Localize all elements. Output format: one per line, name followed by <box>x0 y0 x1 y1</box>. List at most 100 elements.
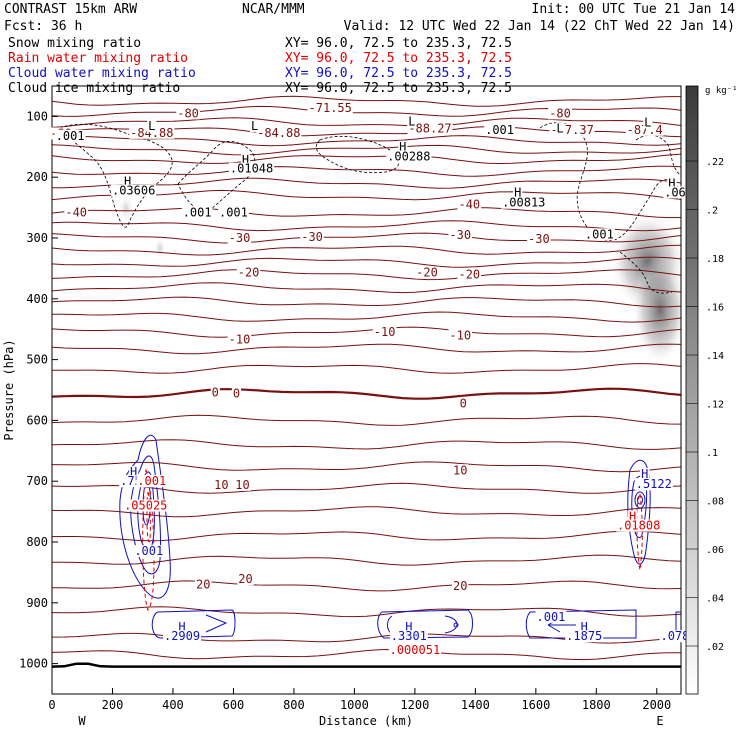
temperature-contour-line <box>52 296 681 308</box>
temp-label-9: -40 <box>65 205 87 219</box>
temp-label-bg-13 <box>448 228 473 241</box>
cloud-water-label-bg-9 <box>535 610 567 623</box>
field-xy-snow: XY= 96.0, 72.5 to 235.3, 72.5 <box>285 36 512 51</box>
cloud-water-label-0: H <box>130 465 137 479</box>
colorbar-gradient <box>685 85 699 695</box>
temp-label-28: 20 <box>238 572 252 586</box>
ice-label-bg-12 <box>583 228 615 241</box>
ice-label-bg-11 <box>501 196 547 209</box>
temperature-contour-line <box>52 220 681 232</box>
snow-ice-contour-labels: .001H.01048H.03606.001.001.001H.00288H.0… <box>54 114 687 241</box>
temp-label-bg-17 <box>457 268 482 281</box>
temperature-contour-line <box>52 189 681 201</box>
cloud-water-contours <box>119 434 681 639</box>
cw-west-3 <box>137 471 155 549</box>
cloud-water-label-bg-11 <box>565 630 604 643</box>
y-tick-label-0: 100 <box>26 109 48 123</box>
plot-frame <box>51 85 682 695</box>
y-tick-label-3: 400 <box>26 292 48 306</box>
rain-water-label-2: H <box>629 509 636 523</box>
ice-contour-mid <box>315 135 400 174</box>
temp-label-bg-9 <box>64 206 88 219</box>
temp-label-bg-3 <box>256 126 302 139</box>
ice-label-17: L <box>644 115 651 129</box>
temperature-contour-line <box>52 153 681 165</box>
x-tick-label-0: 0 <box>48 698 55 712</box>
colorbar-ticks: .02 .04 .06 .08 .1 .12 .14 .16 .18 .2 .22 <box>686 157 724 653</box>
cloud-water-label-8: .3301 <box>391 629 427 643</box>
cloud-water-contour-labels: H.7572.001H.5122H.2909H.3301.001H.1875.0… <box>119 465 691 643</box>
temperature-contour-labels: -80-80-84.88-84.88-71.55-88.27-80-87.37-… <box>49 101 664 593</box>
cloud-water-label-bg-2 <box>133 545 165 558</box>
temp-label-5: -88.27 <box>408 122 451 136</box>
ice-label-bg-18 <box>667 177 677 190</box>
temp-label-16: -20 <box>416 266 438 280</box>
x-tick-label-6: 1200 <box>400 698 429 712</box>
x-tick-label-1: 200 <box>102 698 124 712</box>
cloud-water-label-3: H <box>641 467 648 481</box>
temp-label-0: -80 <box>177 106 199 120</box>
temp-label-bg-6 <box>548 107 572 120</box>
ice-label-7: .001 <box>485 123 514 137</box>
colorbar-tick-label-4: .1 <box>706 448 718 459</box>
x-tick-label-4: 800 <box>283 698 305 712</box>
cw-low-1 <box>151 609 236 639</box>
field-name-cloud-ice: Cloud ice mixing ratio <box>8 81 180 96</box>
temp-label-bg-20 <box>448 329 473 342</box>
temperature-contour-line <box>52 311 681 323</box>
temp-label-20: -10 <box>449 328 471 342</box>
ice-label-bg-5 <box>181 206 213 219</box>
temp-label-12: -30 <box>301 230 323 244</box>
temperature-contour-line <box>52 648 681 661</box>
temp-label-18: -10 <box>229 333 251 347</box>
temp-label-bg-28 <box>237 573 254 586</box>
cloud-water-label-6: .2909 <box>164 629 200 643</box>
temp-label-bg-15 <box>236 266 261 279</box>
ice-label-bg-10 <box>513 186 523 199</box>
colorbar-tick-label-3: .08 <box>706 497 724 508</box>
temp-label-bg-25 <box>234 478 251 491</box>
temp-label-bg-24 <box>213 478 230 491</box>
y-tick-label-4: 500 <box>26 353 48 367</box>
temp-label-bg-2 <box>129 126 175 139</box>
x-end-label-east: E <box>656 714 663 728</box>
temp-label-4: -71.55 <box>309 101 352 115</box>
temp-label-22: 0 <box>233 387 240 401</box>
colorbar-unit: g kg⁻¹ <box>705 86 738 96</box>
temperature-contour-line <box>52 95 681 107</box>
rain-water-label-bg-4 <box>388 644 442 657</box>
temp-label-bg-23 <box>458 397 468 410</box>
temp-label-bg-10 <box>457 198 482 211</box>
colorbar-tick-label-7: .16 <box>706 303 724 314</box>
init-time: Init: 00 UTC Tue 21 Jan 14 <box>532 2 736 17</box>
temperature-contour-line <box>52 135 681 147</box>
ice-label-bg-3 <box>123 175 133 188</box>
cloud-water-label-bg-3 <box>640 467 650 480</box>
temp-label-19: -10 <box>374 325 396 339</box>
y-tick-label-8: 900 <box>26 596 48 610</box>
ice-label-bg-13 <box>147 120 157 133</box>
ice-label-bg-2 <box>228 162 275 175</box>
field-xy-cloud-ice: XY= 96.0, 72.5 to 235.3, 72.5 <box>285 81 512 96</box>
temp-label-bg-5 <box>407 122 453 135</box>
temp-label-3: -84.88 <box>257 126 300 140</box>
temp-label-bg-11 <box>227 232 252 244</box>
ice-label-1: H <box>242 153 249 167</box>
colorbar-tick-label-10: .22 <box>706 157 724 168</box>
cw-low-3 <box>525 609 637 639</box>
ice-label-bg-6 <box>218 206 249 219</box>
rain-water-label-bg-0 <box>136 475 168 488</box>
y-tick-label-7: 800 <box>26 535 48 549</box>
temp-label-bg-26 <box>452 464 469 477</box>
temp-label-27: 20 <box>196 578 210 592</box>
rain-water-label-1: .05025 <box>124 499 167 513</box>
ice-label-14: L <box>251 119 258 133</box>
temp-label-bg-27 <box>195 578 212 591</box>
temperature-contour-line <box>52 554 681 566</box>
temp-label-10: -40 <box>458 198 480 212</box>
temp-label-8: -87.4 <box>627 123 663 137</box>
colorbar <box>685 85 699 695</box>
ice-label-11: .00813 <box>502 196 545 210</box>
temperature-contour-line <box>52 144 681 156</box>
